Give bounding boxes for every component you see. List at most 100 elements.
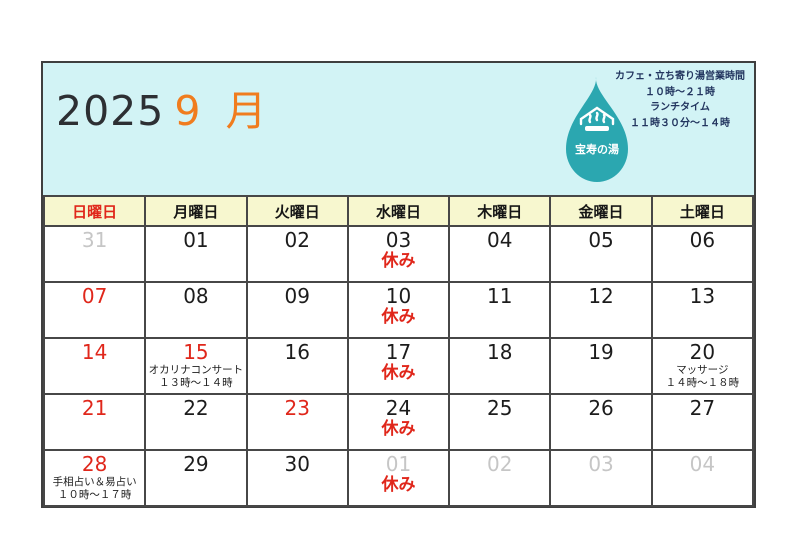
day-number: 02 bbox=[284, 228, 310, 252]
day-number: 22 bbox=[183, 396, 209, 420]
day-cell[interactable]: 25 bbox=[448, 393, 552, 451]
day-number: 27 bbox=[689, 396, 716, 420]
water-drop-icon: 宝寿の湯 bbox=[566, 77, 628, 182]
day-number: 01 bbox=[183, 228, 209, 252]
day-number: 15 bbox=[183, 340, 209, 364]
week-row: 21 22 23 24 休み 25 26 27 bbox=[42, 393, 755, 451]
day-number: 29 bbox=[183, 452, 209, 476]
onsen-house-icon bbox=[579, 106, 615, 126]
day-cell[interactable]: 11 bbox=[448, 281, 552, 339]
day-cell[interactable]: 13 bbox=[650, 281, 755, 339]
day-number: 31 bbox=[81, 228, 108, 252]
day-cell[interactable]: 17 休み bbox=[346, 337, 451, 395]
day-cell[interactable]: 05 bbox=[549, 225, 653, 283]
title-month: 9 月 bbox=[174, 87, 273, 135]
hours-info: カフェ・立ち寄り湯営業時間 １０時〜２１時 ランチタイム １１時３０分〜１４時 bbox=[615, 69, 745, 131]
day-number: 28 bbox=[81, 452, 108, 476]
day-number: 11 bbox=[487, 284, 513, 308]
hours-info-line: １１時３０分〜１４時 bbox=[630, 117, 730, 129]
logo-text: 宝寿の湯 bbox=[575, 142, 619, 156]
day-cell[interactable]: 31 bbox=[42, 225, 147, 283]
day-cell[interactable]: 22 bbox=[144, 393, 248, 451]
weekday-header: 日曜日 bbox=[42, 195, 147, 227]
day-number: 26 bbox=[588, 396, 614, 420]
week-row: 14 15 オカリナコンサート １３時〜１４時 16 17 休み 18 19 20 マッサージ １４時… bbox=[42, 337, 755, 395]
calendar-header: 2025 9 月 カフェ・立ち寄り湯営業時間 １０時〜２１時 ランチタイム １１時… bbox=[43, 63, 754, 195]
calendar-card: 2025 9 月 カフェ・立ち寄り湯営業時間 １０時〜２１時 ランチタイム １１時… bbox=[41, 61, 756, 508]
day-number: 12 bbox=[588, 284, 614, 308]
event-label: １０時〜１７時 bbox=[57, 489, 132, 502]
day-cell[interactable]: 26 bbox=[549, 393, 653, 451]
day-number: 16 bbox=[284, 340, 310, 364]
event-label: マッサージ bbox=[676, 364, 729, 376]
weekday-header: 月曜日 bbox=[144, 195, 248, 227]
day-cell[interactable]: 10 休み bbox=[346, 281, 451, 339]
day-number: 01 bbox=[385, 452, 412, 476]
title-year: 2025 bbox=[56, 87, 165, 135]
day-cell[interactable]: 28 手相占い＆易占い １０時〜１７時 bbox=[42, 449, 147, 507]
day-number: 10 bbox=[385, 284, 412, 308]
day-cell[interactable]: 08 bbox=[144, 281, 248, 339]
week-row: 31 01 02 03 休み 04 05 06 bbox=[42, 225, 755, 283]
day-number: 08 bbox=[183, 284, 209, 308]
weekday-header: 土曜日 bbox=[650, 195, 755, 227]
day-number: 04 bbox=[689, 452, 716, 476]
weekday-row: 日曜日 月曜日 火曜日 水曜日 木曜日 金曜日 土曜日 bbox=[42, 195, 755, 227]
day-cell[interactable]: 01 休み bbox=[346, 449, 451, 507]
day-number: 05 bbox=[588, 228, 614, 252]
day-number: 18 bbox=[487, 340, 513, 364]
day-cell[interactable]: 30 bbox=[245, 449, 349, 507]
hours-info-line: １０時〜２１時 bbox=[645, 86, 715, 98]
day-cell[interactable]: 06 bbox=[650, 225, 755, 283]
day-number: 21 bbox=[81, 396, 108, 420]
day-cell[interactable]: 29 bbox=[144, 449, 248, 507]
day-number: 03 bbox=[588, 452, 614, 476]
day-number: 30 bbox=[284, 452, 310, 476]
day-number: 20 bbox=[689, 340, 716, 364]
day-number: 24 bbox=[385, 396, 412, 420]
day-cell[interactable]: 04 bbox=[448, 225, 552, 283]
day-number: 14 bbox=[81, 340, 108, 364]
day-number: 07 bbox=[81, 284, 108, 308]
day-cell[interactable]: 27 bbox=[650, 393, 755, 451]
day-cell[interactable]: 20 マッサージ １４時〜１８時 bbox=[650, 337, 755, 395]
day-cell[interactable]: 19 bbox=[549, 337, 653, 395]
day-number: 09 bbox=[284, 284, 310, 308]
day-number: 02 bbox=[487, 452, 513, 476]
week-row: 07 08 09 10 休み 11 12 13 bbox=[42, 281, 755, 339]
day-number: 06 bbox=[689, 228, 716, 252]
day-cell[interactable]: 21 bbox=[42, 393, 147, 451]
day-number: 19 bbox=[588, 340, 614, 364]
event-label: １４時〜１８時 bbox=[665, 377, 740, 390]
weekday-header: 金曜日 bbox=[549, 195, 653, 227]
day-cell[interactable]: 23 bbox=[245, 393, 349, 451]
day-cell[interactable]: 15 オカリナコンサート １３時〜１４時 bbox=[144, 337, 248, 395]
day-cell[interactable]: 04 bbox=[650, 449, 755, 507]
day-cell[interactable]: 03 bbox=[549, 449, 653, 507]
day-cell[interactable]: 02 bbox=[448, 449, 552, 507]
event-label: １３時〜１４時 bbox=[159, 377, 233, 390]
day-cell[interactable]: 07 bbox=[42, 281, 147, 339]
day-number: 17 bbox=[385, 340, 412, 364]
hours-info-line: カフェ・立ち寄り湯営業時間 bbox=[615, 71, 745, 82]
hours-info-line: ランチタイム bbox=[650, 102, 710, 113]
day-cell[interactable]: 24 休み bbox=[346, 393, 451, 451]
closed-label: 休み bbox=[381, 251, 416, 271]
week-row: 28 手相占い＆易占い １０時〜１７時 29 30 01 休み 02 03 04 bbox=[42, 449, 755, 507]
day-cell[interactable]: 12 bbox=[549, 281, 653, 339]
day-cell[interactable]: 14 bbox=[42, 337, 147, 395]
day-cell[interactable]: 02 bbox=[245, 225, 349, 283]
day-number: 25 bbox=[487, 396, 513, 420]
event-label: オカリナコンサート bbox=[148, 364, 244, 376]
day-cell[interactable]: 03 休み bbox=[346, 225, 451, 283]
closed-label: 休み bbox=[381, 419, 416, 439]
day-number: 13 bbox=[689, 284, 716, 308]
day-cell[interactable]: 16 bbox=[245, 337, 349, 395]
day-cell[interactable]: 09 bbox=[245, 281, 349, 339]
day-number: 23 bbox=[284, 396, 310, 420]
calendar-body: 31 01 02 03 休み 04 05 06 07 08 09 10 休み 11 12 13 14 15 オカリナ… bbox=[42, 225, 755, 507]
day-cell[interactable]: 18 bbox=[448, 337, 552, 395]
day-cell[interactable]: 01 bbox=[144, 225, 248, 283]
calendar-table: 日曜日 月曜日 火曜日 水曜日 木曜日 金曜日 土曜日 31 01 02 03 休み 04 05 06 07… bbox=[42, 195, 755, 507]
weekday-header: 木曜日 bbox=[448, 195, 552, 227]
